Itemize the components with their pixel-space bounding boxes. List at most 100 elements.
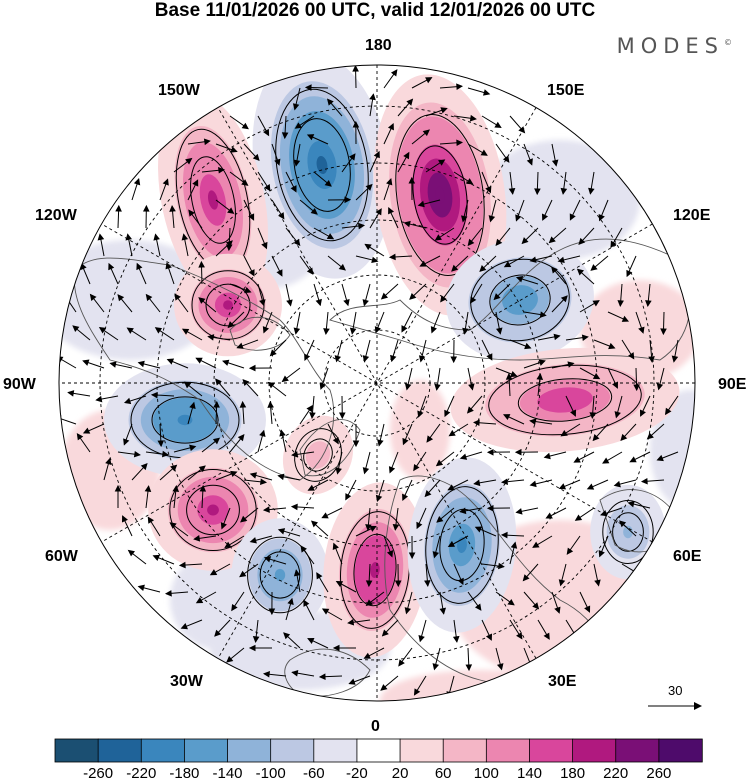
wind-vector-head — [613, 480, 621, 488]
wind-vector-head — [199, 484, 207, 492]
wind-vector-head — [230, 470, 238, 478]
wind-vector-head — [444, 409, 451, 418]
wind-vector-head — [181, 233, 189, 241]
wind-vector-head — [165, 262, 172, 270]
colorbar-tick-label: 180 — [560, 765, 586, 782]
pos-alaska-contour — [207, 190, 219, 210]
wind-vector-head — [230, 146, 238, 153]
wind-vector-head — [242, 378, 250, 387]
wind-vector-head — [524, 342, 532, 350]
wind-vector-head — [375, 208, 382, 216]
wind-vector-head — [539, 311, 547, 318]
lon-label-0: 0 — [371, 718, 380, 735]
wind-vector-head — [162, 450, 169, 458]
wind-vector-head — [198, 465, 206, 473]
lon-label-30w: 30W — [170, 673, 203, 690]
colorbar-tick-label: 140 — [516, 765, 543, 782]
colorbar-segment — [313, 738, 358, 763]
wind-vector-head — [262, 326, 270, 334]
wind-vector-head — [466, 406, 474, 414]
colorbar-tick-label: 220 — [603, 765, 629, 782]
wind-vector-head — [392, 524, 400, 531]
wind-vector-head — [157, 440, 165, 448]
wind-vector-head — [231, 603, 238, 612]
wind-vector-head — [381, 629, 389, 637]
wind-vector-head — [459, 453, 468, 460]
wind-vector-head — [459, 507, 467, 515]
wind-vector-head — [656, 383, 664, 391]
wind-vector-head — [170, 464, 178, 472]
wind-vector-head — [462, 327, 469, 335]
wind-vector-head — [592, 300, 600, 307]
wind-vector-head — [656, 454, 664, 462]
wind-vector-head — [488, 215, 496, 223]
wind-vector-head — [586, 483, 595, 490]
wind-vector-head — [515, 214, 522, 222]
wind-vector-head — [207, 334, 215, 341]
wind-vector-head — [181, 328, 190, 335]
wind-vector-head — [516, 632, 523, 640]
pos-arctic-small-contour — [313, 449, 323, 461]
neg-pacific-north-contour — [316, 155, 328, 175]
wind-vector-head — [169, 522, 177, 529]
wind-vector-head — [133, 450, 141, 458]
wind-vector-head — [401, 325, 408, 333]
wind-vector-head — [183, 381, 192, 389]
pos-europe-west-isoline — [340, 511, 410, 629]
wind-vector-head — [59, 415, 62, 422]
wind-vector-head — [500, 478, 508, 486]
wind-vector-head — [300, 545, 307, 553]
wind-vector-head — [590, 264, 598, 271]
pos-pacific-east-contour — [435, 186, 445, 204]
wind-vector-head — [578, 237, 586, 246]
wind-vector-head — [426, 435, 434, 443]
wind-vector-head — [260, 478, 268, 486]
colorbar-segment — [485, 738, 531, 763]
wind-vector-head — [267, 400, 274, 408]
wind-vector-head — [115, 204, 122, 212]
wind-vector-head — [310, 207, 318, 215]
wind-vector-head — [195, 597, 204, 604]
wind-vector-head — [306, 267, 314, 275]
wind-vector-head — [152, 554, 160, 561]
wind-vector-head — [222, 359, 230, 366]
wind-vector-head — [264, 184, 271, 192]
wind-vector-head — [541, 213, 549, 221]
wind-vector-head — [241, 122, 249, 130]
pos-europe-west-isoline — [353, 533, 397, 607]
wind-vector-head — [510, 370, 518, 378]
wind-vector-head — [450, 356, 458, 364]
wind-vector-head — [416, 521, 423, 530]
lon-label-90e: 90E — [718, 376, 747, 393]
wind-vector-head — [283, 632, 291, 640]
wind-vector-head — [352, 440, 360, 448]
wind-vector-head — [203, 138, 211, 146]
wind-vector-head — [172, 484, 180, 492]
wind-vector-head — [252, 636, 260, 644]
colorbar-segment — [442, 738, 488, 763]
wind-vector-head — [98, 326, 107, 334]
lon-label-150w: 150W — [158, 82, 200, 99]
lon-label-60e: 60E — [673, 548, 702, 565]
wind-vector-head — [315, 298, 322, 307]
wind-vector-head — [633, 384, 640, 392]
wind-vector-head — [249, 472, 257, 479]
wind-vector-head — [480, 149, 488, 156]
graticule — [59, 65, 695, 701]
pos-alaska-isoline — [190, 156, 236, 244]
wind-vector-head — [472, 419, 480, 427]
wind-vector-head — [293, 569, 301, 577]
wind-vector-head — [419, 260, 427, 267]
wind-vector-head — [640, 477, 648, 485]
wind-vector-head — [244, 286, 252, 294]
wind-vector-head — [440, 295, 447, 303]
wind-vector-head — [386, 550, 394, 558]
wind-vector-head — [486, 353, 493, 361]
wind-vector-head — [218, 167, 226, 174]
wind-vector-head — [241, 179, 249, 186]
wind-vector-head — [144, 485, 152, 492]
colorbar-tick-label: -260 — [83, 765, 114, 782]
neg-west-asia-isoline — [612, 512, 644, 552]
wind-vector-head — [82, 359, 90, 366]
wind-vector-head — [192, 179, 199, 187]
